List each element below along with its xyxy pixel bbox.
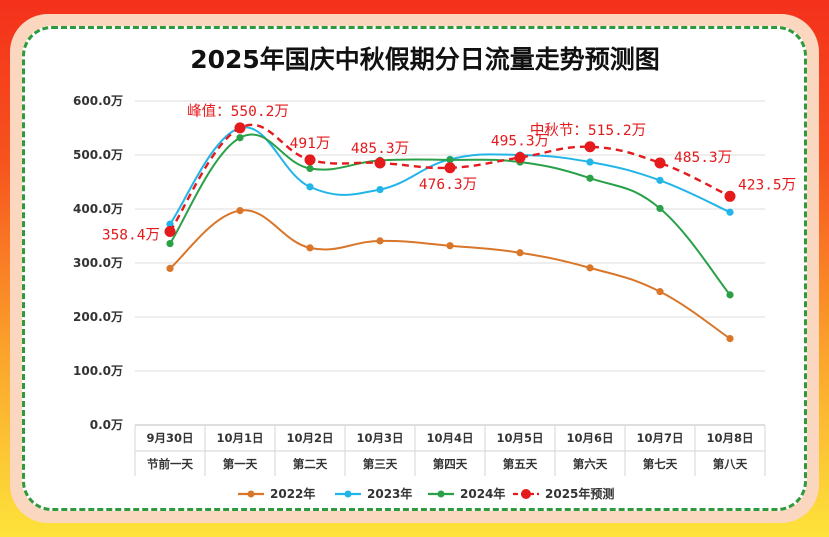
y-axis: 0.0万 100.0万 200.0万 300.0万 400.0万 500.0万 600.0万 <box>73 94 123 432</box>
x-tick-label: 10月2日 <box>286 431 333 445</box>
x-tick-label: 9月30日 <box>146 431 193 445</box>
x-tick-label: 10月4日 <box>426 431 473 445</box>
series-1-point <box>586 158 594 166</box>
y-tick-label: 200.0万 <box>73 310 123 324</box>
series-3-point <box>234 122 246 134</box>
series-layer <box>164 122 736 343</box>
data-label: 358.4万 <box>102 227 160 243</box>
x-tick-label: 10月6日 <box>566 431 613 445</box>
series-2-point <box>656 204 664 213</box>
x-tick-label: 10月8日 <box>706 431 753 445</box>
x-tick-label: 10月7日 <box>636 431 683 445</box>
series-2-line <box>169 133 731 296</box>
series-0-point <box>586 264 594 272</box>
series-1-line <box>169 126 731 225</box>
legend-label: 2025年预测 <box>545 486 614 501</box>
y-tick-label: 100.0万 <box>73 364 123 378</box>
legend-marker <box>247 490 255 498</box>
data-label: 485.3万 <box>351 141 409 157</box>
x-tick-sublabel: 第六天 <box>573 457 608 471</box>
series-0-point <box>166 264 174 272</box>
legend-marker <box>521 489 531 499</box>
series-3-point <box>514 152 526 164</box>
legend-marker <box>437 490 445 498</box>
legend-label: 2022年 <box>270 486 315 501</box>
data-label: 495.3万 <box>491 134 549 150</box>
series-0-point <box>376 237 384 245</box>
data-label: 423.5万 <box>738 177 796 193</box>
series-0-point <box>236 207 244 215</box>
series-2-point <box>306 164 314 173</box>
series-2-point <box>236 134 244 142</box>
series-3-point <box>374 157 386 169</box>
legend-label: 2023年 <box>367 486 412 501</box>
series-2-point <box>446 156 454 164</box>
data-label: 491万 <box>290 136 331 152</box>
series-2-point <box>166 239 174 248</box>
series-1-point <box>656 176 664 184</box>
series-3-point <box>584 141 596 153</box>
x-tick-label: 10月5日 <box>496 431 543 445</box>
data-label: 476.3万 <box>419 177 477 193</box>
x-tick-sublabel: 第二天 <box>293 457 328 471</box>
series-2-point <box>586 174 594 182</box>
series-3-point <box>304 154 316 166</box>
series-1-point <box>306 183 314 191</box>
x-tick-sublabel: 第一天 <box>223 457 258 471</box>
y-tick-label: 0.0万 <box>90 418 123 432</box>
grid-layer <box>135 100 765 426</box>
series-1-point <box>726 208 734 216</box>
series-3-point <box>164 225 176 237</box>
y-tick-label: 600.0万 <box>73 94 123 108</box>
data-label: 峰值：550.2万 <box>187 103 289 120</box>
x-tick-sublabel: 节前一天 <box>147 457 193 471</box>
series-3-point <box>724 190 736 202</box>
series-0-point <box>726 335 734 343</box>
series-3-point <box>654 157 666 169</box>
x-tick-sublabel: 第七天 <box>643 457 678 471</box>
y-tick-label: 400.0万 <box>73 202 123 216</box>
y-tick-label: 500.0万 <box>73 148 123 162</box>
series-3-point <box>444 162 456 174</box>
series-2-point <box>726 291 734 299</box>
series-0-point <box>516 249 524 257</box>
data-label: 485.3万 <box>674 150 732 166</box>
x-tick-label: 10月1日 <box>216 431 263 445</box>
y-tick-label: 300.0万 <box>73 256 123 270</box>
series-0-point <box>656 288 664 296</box>
x-tick-sublabel: 第三天 <box>363 457 398 471</box>
series-1-point <box>376 185 384 194</box>
data-label: 中秋节：515.2万 <box>530 122 646 139</box>
x-tick-label: 10月3日 <box>356 431 403 445</box>
chart-title: 2025年国庆中秋假期分日流量走势预测图 <box>190 45 660 74</box>
legend: 2022年 2023年 2024年 2025年预测 <box>238 486 614 501</box>
x-tick-sublabel: 第四天 <box>433 457 468 471</box>
x-tick-sublabel: 第五天 <box>503 457 538 471</box>
series-0-line <box>169 209 731 340</box>
series-1-point <box>166 220 174 228</box>
legend-label: 2024年 <box>460 486 505 501</box>
x-axis: 9月30日 10月1日 10月2日 10月3日 10月4日 10月5日 10月6日 10月7日… <box>134 424 766 476</box>
legend-marker <box>344 490 352 498</box>
series-0-point <box>306 244 314 252</box>
series-0-point <box>446 242 454 250</box>
x-tick-sublabel: 第八天 <box>713 457 748 471</box>
series-3-line <box>169 123 731 233</box>
